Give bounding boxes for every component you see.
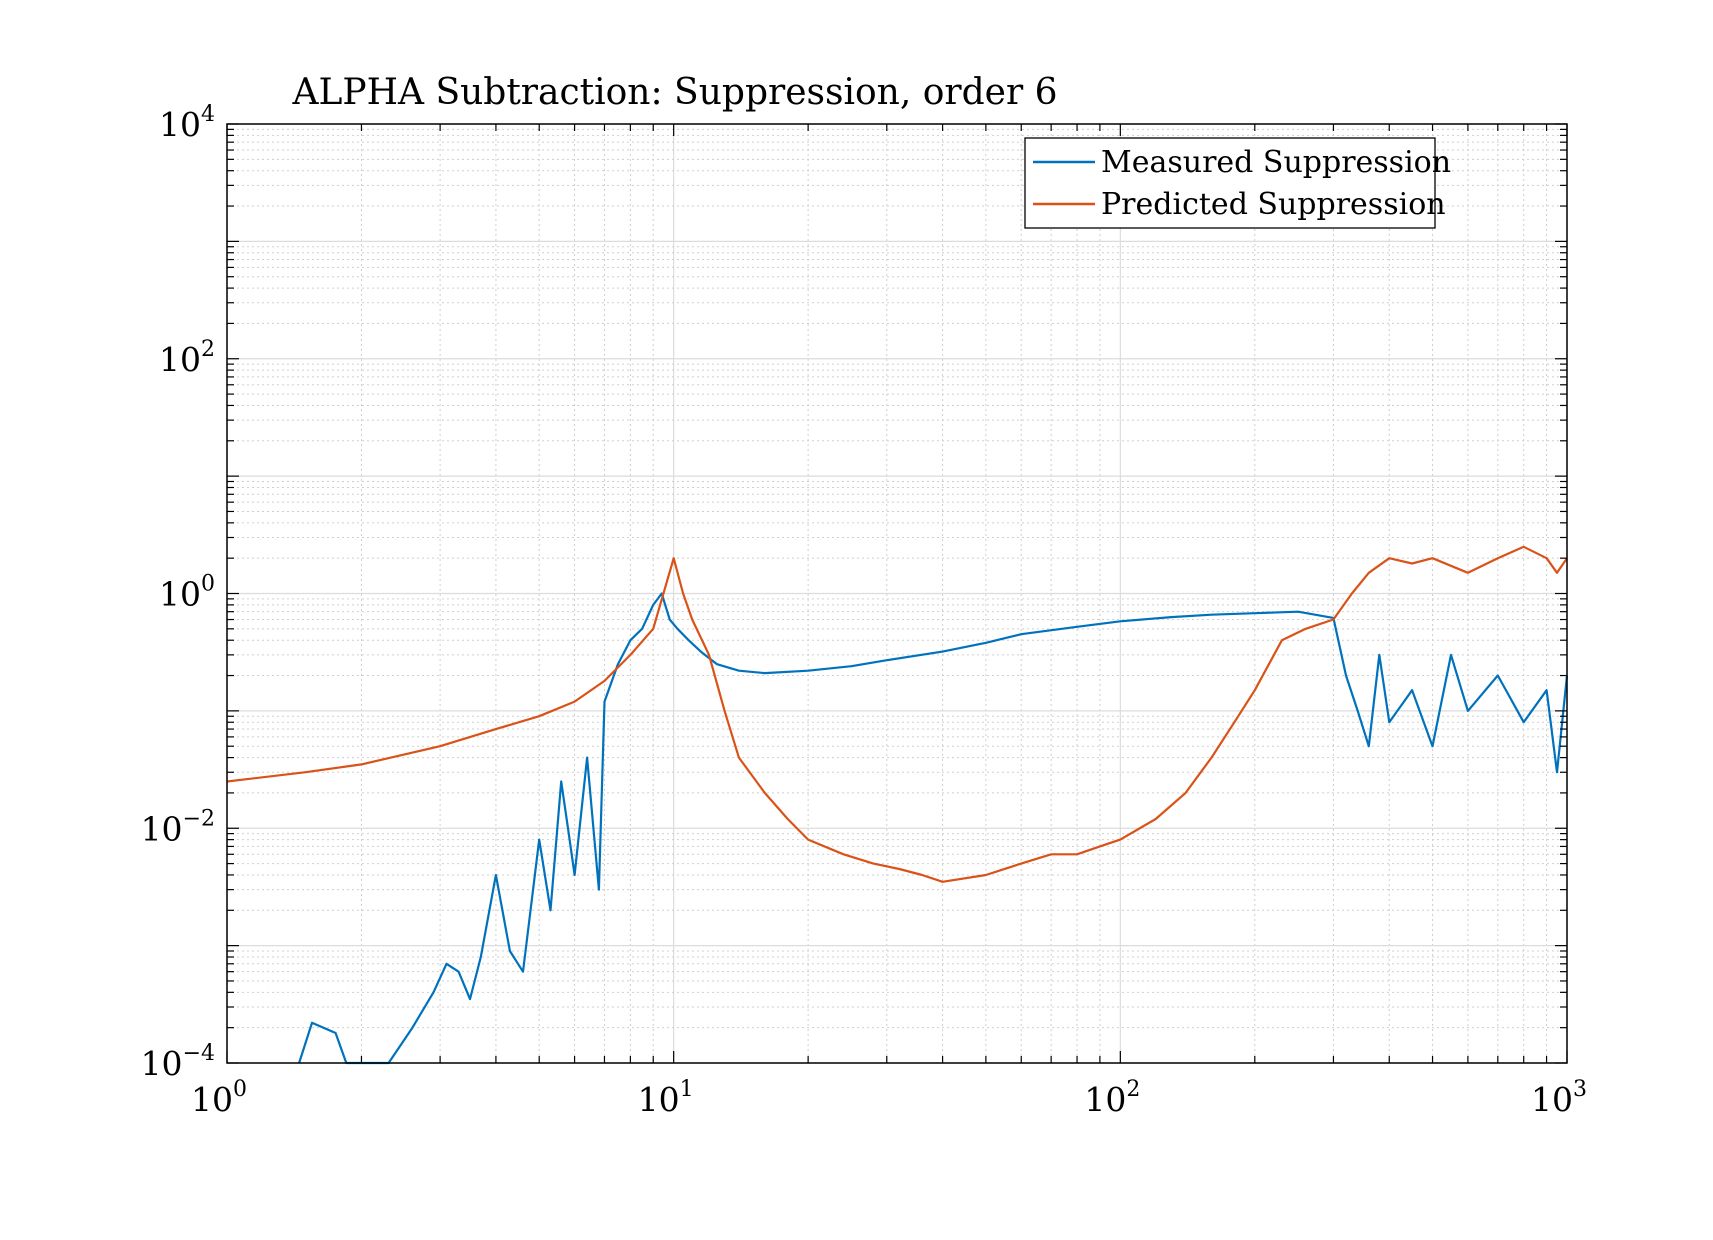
x-tick-exponent: 1	[680, 1077, 694, 1102]
y-tick-exponent: 4	[201, 102, 215, 127]
plot-area	[226, 123, 1569, 1065]
x-tick-label: 101	[638, 1077, 694, 1119]
y-tick-label: 102	[159, 337, 215, 379]
y-tick-exponent: −4	[183, 1041, 215, 1066]
legend-label: Measured Suppression	[1101, 145, 1451, 180]
series-line-measured	[298, 592, 1569, 1065]
y-tick-base: 10	[159, 340, 201, 379]
legend-box	[1024, 137, 1436, 229]
series-line-predicted	[226, 545, 1568, 883]
y-tick-label: 104	[159, 102, 215, 144]
x-tick-exponent: 0	[233, 1077, 247, 1102]
x-tick-label: 102	[1084, 1077, 1140, 1119]
x-tick-base: 10	[1531, 1080, 1573, 1119]
y-tick-label: 10−2	[141, 806, 215, 848]
x-tick-exponent: 2	[1126, 1077, 1140, 1102]
series-layer	[226, 545, 1569, 1065]
y-tick-base: 10	[159, 105, 201, 144]
chart-title: ALPHA Subtraction: Suppression, order 6	[291, 72, 1057, 113]
x-tick-base: 10	[191, 1080, 233, 1119]
grid-lines	[226, 123, 1568, 1064]
legend-label: Predicted Suppression	[1101, 187, 1446, 222]
tick-marks	[226, 123, 1568, 1064]
x-tick-base: 10	[638, 1080, 680, 1119]
y-tick-base: 10	[141, 1044, 183, 1083]
legend: Measured Suppression Predicted Suppressio…	[1024, 137, 1451, 229]
y-tick-exponent: 0	[201, 572, 215, 597]
y-tick-label: 10−4	[141, 1041, 215, 1083]
x-tick-label: 103	[1531, 1077, 1587, 1119]
y-tick-base: 10	[141, 809, 183, 848]
x-tick-labels: 100 101 102 103	[191, 1077, 1587, 1119]
y-tick-base: 10	[159, 575, 201, 614]
x-tick-base: 10	[1084, 1080, 1126, 1119]
y-tick-exponent: 2	[201, 337, 215, 362]
y-tick-label: 100	[159, 572, 215, 614]
x-tick-exponent: 3	[1573, 1077, 1587, 1102]
x-tick-label: 100	[191, 1077, 247, 1119]
y-tick-exponent: −2	[183, 806, 215, 831]
